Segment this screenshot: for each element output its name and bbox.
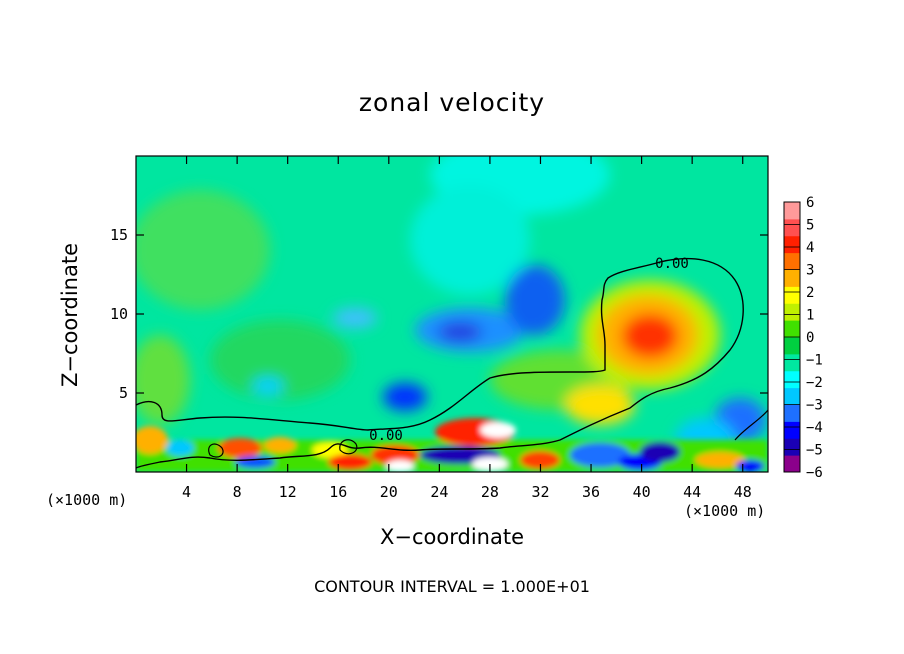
plot-area [136,156,768,472]
contour-loop [208,443,224,458]
contour-edge-line [734,409,768,441]
colorbar-tick-label: 2 [806,285,814,301]
colorbar-tick-label: −4 [806,420,823,436]
contour-label: 0.00 [655,256,689,272]
x-tick-label: 24 [430,483,448,501]
colorbar-swatch [784,387,800,405]
colorbar-swatch [784,404,800,422]
contour-loop [339,439,358,455]
contour-label: 0.00 [369,428,403,444]
colorbar-tick-label: −1 [806,353,823,369]
colorbar-swatch [784,438,800,456]
colorbar-swatch [784,202,800,220]
x-tick-label: 16 [329,483,347,501]
colorbar-tick-label: 4 [806,240,814,256]
colorbar-swatch [784,421,800,439]
colorbar-swatch [784,370,800,389]
velocity-field [136,156,766,462]
colorbar-tick-label: 5 [806,218,814,234]
x-tick-label: 32 [531,483,549,501]
colorbar-swatch [784,218,800,237]
y-axis: 5 10 15 [110,226,768,402]
x-axis-unit-right: (×1000 m) [684,502,766,520]
x-tick-label: 28 [481,483,499,501]
y-tick-label: 15 [110,226,128,244]
contour-interval-note: CONTOUR INTERVAL = 1.000E+01 [314,577,590,596]
x-tick-label: 12 [279,483,297,501]
x-tick-label: 44 [683,483,701,501]
x-tick-label: 20 [380,483,398,501]
colorbar-tick-label: 3 [806,263,814,279]
colorbar-tick-label: 0 [806,330,814,346]
x-tick-label: 40 [633,483,651,501]
x-axis-unit-left: (×1000 m) [46,491,128,509]
zero-contour-line [136,257,744,469]
x-axis: 4 8 12 16 20 24 28 32 36 40 44 48 [182,156,752,501]
y-tick-label: 5 [119,384,128,402]
colorbar-swatch [784,337,800,355]
colorbar-tick-label: 6 [806,195,814,211]
x-tick-label: 4 [182,483,191,501]
colorbar-swatch [784,320,800,338]
x-tick-label: 48 [734,483,752,501]
colorbar-swatch [784,353,800,372]
colorbar-swatch [784,286,800,304]
colorbar: 6 5 4 3 2 1 0 −1 −2 −3 −4 −5 −6 [783,195,823,481]
y-axis-label: Z−coordinate [58,243,82,387]
x-axis-label: X−coordinate [380,525,524,549]
colorbar-swatch [784,235,800,254]
colorbar-tick-label: −3 [806,398,823,414]
colorbar-swatch [784,303,800,321]
x-tick-label: 8 [233,483,242,501]
colorbar-swatch [784,269,800,287]
x-tick-label: 36 [582,483,600,501]
colorbar-tick-label: −2 [806,375,823,391]
chart-title: zonal velocity [358,88,546,117]
colorbar-tick-label: −5 [806,443,823,459]
colorbar-swatch [784,252,800,270]
y-tick-label: 10 [110,305,128,323]
lower-boundary-field [136,418,768,472]
colorbar-swatch [784,455,800,473]
colorbar-tick-label: 1 [806,308,814,324]
colorbar-tick-label: −6 [806,465,823,481]
